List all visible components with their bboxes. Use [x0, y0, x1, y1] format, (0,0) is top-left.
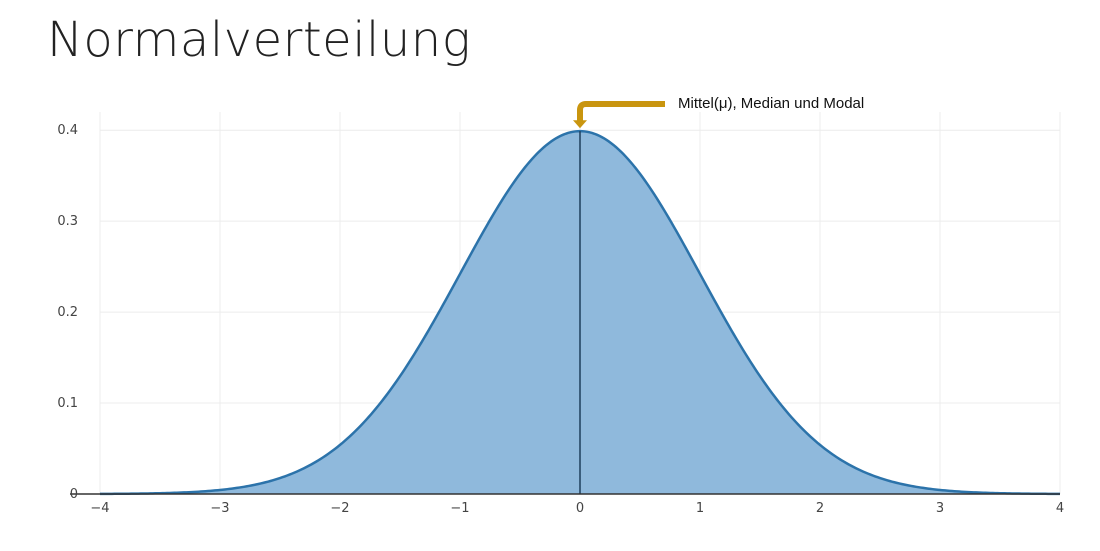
y-tick-label: 0	[70, 487, 78, 502]
x-tick-label: −2	[330, 501, 349, 516]
y-tick-label: 0.3	[57, 214, 78, 229]
x-tick-label: 3	[936, 501, 944, 516]
peak-annotation: Mittel(μ), Median und Modal	[573, 95, 864, 129]
annotation-text: Mittel(μ), Median und Modal	[678, 95, 864, 112]
x-tick-label: 2	[816, 501, 824, 516]
density-curve	[99, 129, 1061, 496]
x-tick-label: 1	[696, 501, 704, 516]
page-title: Normalverteilung	[47, 12, 472, 68]
y-tick-label: 0.2	[57, 305, 78, 320]
x-tick-label: 0	[576, 501, 584, 516]
annotation-arrow	[577, 101, 665, 122]
x-tick-label: −1	[450, 501, 469, 516]
x-tick-label: −3	[210, 501, 229, 516]
y-tick-label: 0.1	[57, 396, 78, 411]
x-tick-labels: −4 −3 −2 −1 0 1 2 3 4	[90, 501, 1064, 516]
x-tick-label: 4	[1056, 501, 1064, 516]
annotation-arrowhead	[573, 120, 587, 129]
x-tick-label: −4	[90, 501, 109, 516]
y-tick-label: 0.4	[57, 123, 78, 138]
y-tick-labels: 0 0.1 0.2 0.3 0.4	[57, 123, 78, 502]
